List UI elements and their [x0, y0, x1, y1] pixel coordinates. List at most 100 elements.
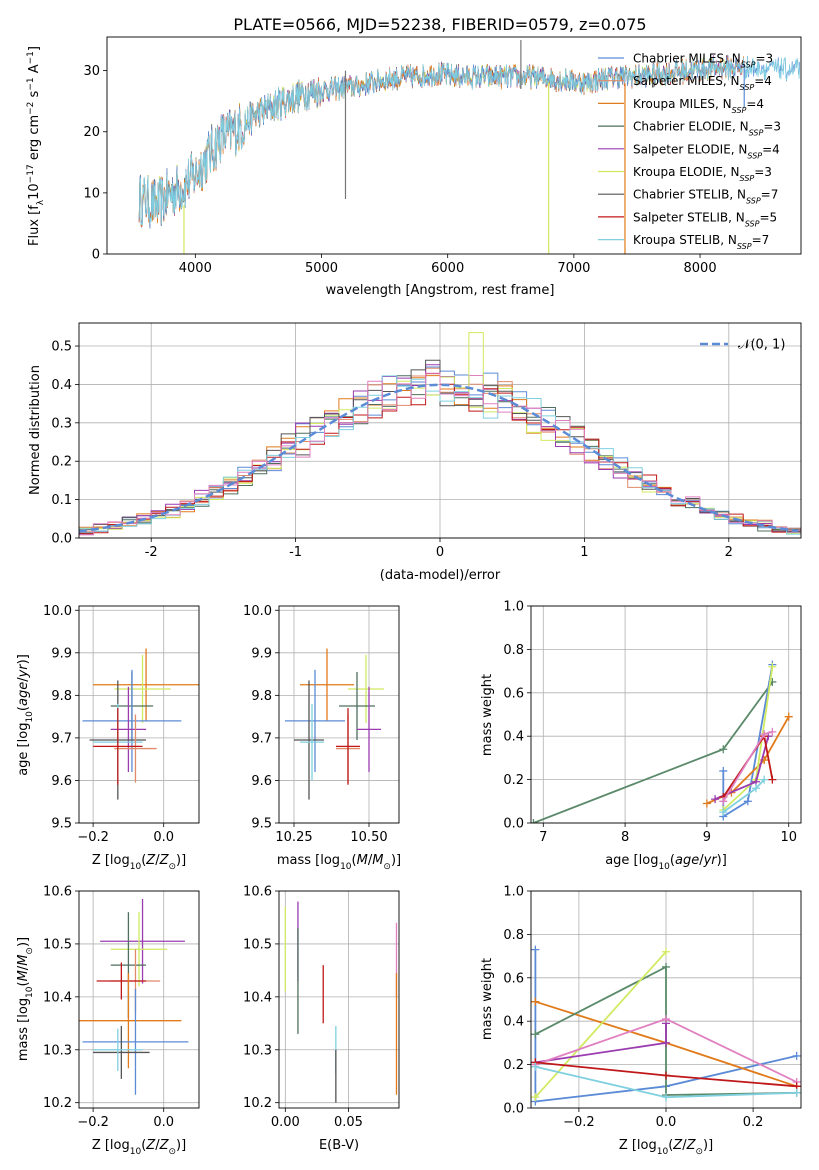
y-tick-label: 0.3	[51, 416, 72, 431]
spectrum-line-kroupa-stelib	[138, 56, 801, 226]
legend-text: Chabrier MILES, N	[633, 52, 741, 66]
legend-text: Salpeter STELIB, N	[633, 210, 745, 224]
label-part: Z	[159, 1138, 170, 1153]
weight-marker	[719, 766, 728, 775]
label-part: (	[670, 853, 675, 868]
y-tick-label: 9.7	[51, 731, 72, 746]
label-part: yr	[703, 853, 719, 868]
x-tick-label: 0.2	[743, 1115, 764, 1130]
weight-marker	[719, 745, 728, 754]
legend-label: Chabrier ELODIE, NSSP=3	[633, 120, 781, 138]
x-axis-label: mass [log10(M/M⊙)]	[277, 853, 401, 872]
legend-text: Chabrier STELIB, N	[633, 188, 746, 202]
y-axis-label: Normed distribution	[28, 365, 43, 495]
label-part: /	[682, 1138, 687, 1153]
label-part: )]	[391, 853, 401, 868]
y-tick-label: 10.5	[43, 937, 72, 952]
label-part: )]	[176, 853, 186, 868]
y-tick-label: 10.2	[43, 1096, 72, 1111]
legend-text: Kroupa MILES, N	[633, 97, 732, 111]
label-part: /	[155, 1138, 160, 1153]
legend-subscript: SSP	[740, 83, 755, 92]
label-part: (	[16, 706, 31, 711]
label-part: )]	[176, 1138, 186, 1153]
label-part: (	[141, 853, 146, 868]
x-tick-label: -1	[289, 545, 302, 560]
plot-area	[138, 40, 801, 254]
axes-frame	[530, 605, 802, 824]
label-part: age [log	[605, 853, 658, 868]
x-tick-label: 2	[725, 545, 733, 560]
y-tick-label: 9.5	[251, 817, 272, 832]
y-tick-label: 9.6	[251, 774, 272, 789]
weight-marker	[531, 1062, 540, 1071]
label-part: )]	[703, 1138, 713, 1153]
panel-mass_vs_EBV: 0.00 0.05 10.2 10.3 10.4 10.5 10.6 E(B-V)	[243, 885, 400, 1153]
label-part: M	[16, 970, 31, 981]
label-part: )]	[16, 654, 31, 664]
axes-frame	[278, 605, 400, 824]
legend-label: Kroupa ELODIE, NSSP=3	[633, 165, 772, 183]
label-part: Z [log	[619, 1138, 657, 1153]
x-tick-label: 7000	[557, 261, 590, 276]
legend-subscript: SSP	[732, 105, 747, 114]
legend-text: Salpeter MILES, N	[633, 74, 740, 88]
legend-count: =7	[761, 188, 779, 202]
y-tick-label: 0.8	[503, 643, 524, 658]
weight-marker	[662, 1038, 670, 1047]
x-tick-label: 0.05	[334, 1115, 363, 1130]
label-part: )]	[16, 937, 31, 947]
x-tick-label: 10.25	[275, 830, 312, 845]
panel-age_vs_Z: −0.2 0.09.59.69.79.89.910.0Z [log10(Z/Z⊙)…	[16, 604, 200, 872]
axes-frame	[78, 890, 200, 1109]
label-part: erg cm	[27, 115, 42, 164]
y-tick-label: 10.2	[243, 1096, 272, 1111]
label-part: Z	[145, 853, 156, 868]
label-part: (	[141, 1138, 146, 1153]
label-part: −1	[26, 77, 36, 90]
plot-area	[82, 648, 199, 800]
x-axis-label: Z [log10(Z/Z⊙)]	[92, 853, 186, 872]
y-tick-label: 0.4	[503, 1015, 524, 1030]
y-tick-label: 0.0	[51, 532, 72, 547]
x-tick-label: 10.50	[350, 830, 387, 845]
legend-count: =4	[762, 142, 780, 156]
legend-label: Salpeter MILES, NSSP=4	[633, 74, 772, 92]
weight-marker	[662, 1093, 670, 1102]
plot-area	[284, 901, 398, 1103]
x-tick-label: 1	[580, 545, 588, 560]
x-tick-label: 0.0	[656, 1115, 677, 1130]
label-part: /	[16, 677, 31, 682]
label-part: Flux [f	[27, 205, 42, 246]
x-tick-label: −0.2	[77, 830, 109, 845]
weight-marker	[702, 799, 711, 808]
y-tick-label: 9.9	[251, 646, 272, 661]
y-tick-label: 0.2	[503, 1058, 524, 1073]
y-tick-label: 9.5	[51, 817, 72, 832]
legend-count: =4	[754, 74, 772, 88]
weight-marker	[792, 1088, 801, 1097]
label-part: ⊙	[168, 1147, 176, 1157]
y-tick-label: 0.1	[51, 493, 72, 508]
weight-marker	[792, 1051, 801, 1060]
weight-marker	[760, 730, 769, 739]
legend-subscript: SSP	[740, 174, 755, 183]
x-axis-label: (data-model)/error	[380, 568, 501, 583]
weight-marker	[752, 784, 760, 793]
x-tick-label: 0.0	[153, 1115, 174, 1130]
label-part: ⊙	[695, 1147, 703, 1157]
legend-text: Salpeter ELODIE, N	[633, 142, 747, 156]
y-tick-label: 10.4	[243, 990, 272, 1005]
legend-subscript: SSP	[737, 242, 752, 251]
y-tick-label: 9.7	[251, 731, 272, 746]
y-tick-label: 0.4	[503, 730, 524, 745]
y-axis-label: mass weight	[480, 674, 495, 756]
label-part: (	[668, 1138, 673, 1153]
axes-frame	[78, 322, 802, 539]
legend-subscript: SSP	[745, 219, 760, 228]
weight-marker	[784, 712, 793, 721]
x-axis-label: Z [log10(Z/Z⊙)]	[92, 1138, 186, 1157]
weight-marker	[662, 962, 670, 971]
x-tick-label: 9	[703, 830, 711, 845]
y-tick-label: 10.5	[243, 937, 272, 952]
